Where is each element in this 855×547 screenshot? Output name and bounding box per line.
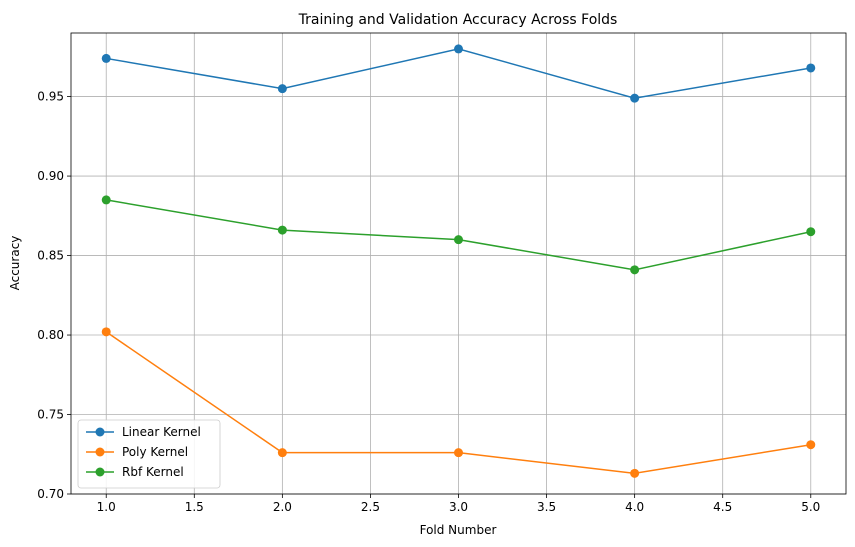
x-tick-label: 3.0 xyxy=(449,500,468,514)
x-tick-label: 1.0 xyxy=(97,500,116,514)
x-tick-label: 2.5 xyxy=(361,500,380,514)
x-tick-label: 4.0 xyxy=(625,500,644,514)
x-axis-label: Fold Number xyxy=(420,523,497,537)
data-point xyxy=(277,225,287,235)
x-tick-label: 1.5 xyxy=(185,500,204,514)
legend: Linear Kernel Poly Kernel Rbf Kernel xyxy=(77,419,221,489)
data-point xyxy=(101,195,111,205)
x-tick-label: 5.0 xyxy=(801,500,820,514)
data-point xyxy=(630,93,640,103)
data-point xyxy=(454,44,463,54)
data-point xyxy=(101,327,111,337)
data-point xyxy=(454,448,463,458)
x-tick-label: 3.5 xyxy=(537,500,556,514)
y-tick-label: 0.85 xyxy=(37,249,64,263)
data-point xyxy=(277,84,287,94)
data-point xyxy=(101,53,111,63)
data-point xyxy=(454,235,463,245)
legend-entry-label: Linear Kernel xyxy=(122,425,201,439)
series xyxy=(101,44,816,478)
axes: 1.0 1.5 2.0 2.5 3.0 3.5 4.0 4.5 5.0 0.70 0.75 0.80 0… xyxy=(37,32,847,514)
y-tick-label: 0.95 xyxy=(37,90,64,104)
data-point xyxy=(806,227,816,237)
data-point xyxy=(806,63,816,73)
x-tick-label: 2.0 xyxy=(273,500,292,514)
legend-entry-label: Rbf Kernel xyxy=(122,465,184,479)
y-axis-label: Accuracy xyxy=(8,236,22,291)
data-point xyxy=(277,448,287,458)
y-tick-label: 0.90 xyxy=(37,169,64,183)
plot-frame xyxy=(70,32,847,495)
legend-box xyxy=(77,419,221,489)
chart-title: Training and Validation Accuracy Across … xyxy=(298,12,618,28)
data-point xyxy=(630,468,640,478)
legend-swatch-marker xyxy=(95,447,105,457)
legend-swatch-marker xyxy=(95,427,105,437)
y-tick-label: 0.70 xyxy=(37,487,64,501)
data-point xyxy=(630,265,640,275)
data-point xyxy=(806,440,816,450)
legend-swatch-marker xyxy=(95,467,105,477)
y-tick-label: 0.75 xyxy=(37,408,64,422)
y-tick-label: 0.80 xyxy=(37,328,64,342)
legend-entry-label: Poly Kernel xyxy=(122,445,188,459)
x-tick-label: 4.5 xyxy=(713,500,732,514)
